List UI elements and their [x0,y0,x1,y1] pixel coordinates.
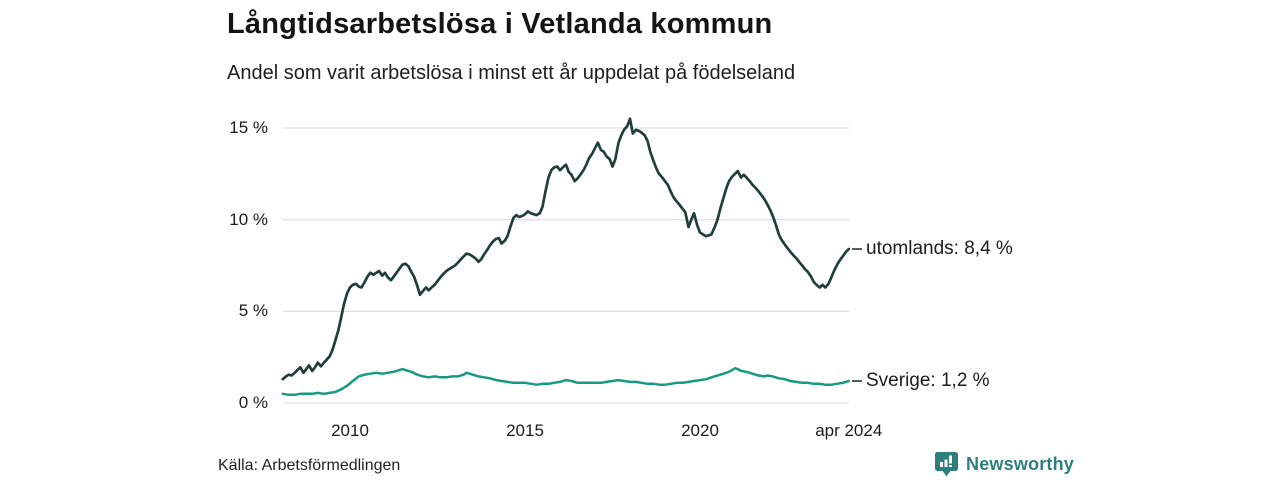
x-axis-tick-label: 2010 [331,421,369,440]
series-label-text: utomlands: 8,4 % [866,238,1013,259]
bar-chart-pin-icon [935,452,958,477]
sverige-line [281,366,851,397]
y-axis-tick-label: 5 % [238,301,268,321]
legend-dash-icon [852,248,862,250]
utomlands-line [281,117,851,381]
y-axis-tick-label: 15 % [229,118,268,137]
newsworthy-logo: Newsworthy [934,451,1074,478]
y-axis-tick-label: 10 % [229,209,268,229]
series-label-sverige: Sverige: 1,2 % [852,370,990,392]
source-credit: Källa: Arbetsförmedlingen [218,457,401,474]
x-axis-tick-label: apr 2024 [815,421,883,440]
x-axis-tick-label: 2020 [681,421,719,440]
series-label-text: Sverige: 1,2 % [866,370,990,391]
x-axis-tick-label: 2015 [506,421,544,440]
page-title: Långtidsarbetslösa i Vetlanda kommun [227,8,773,40]
legend-dash-icon [852,380,862,382]
brand-name: Newsworthy [966,454,1075,474]
series-label-utomlands: utomlands: 8,4 % [852,238,1013,260]
chart-subtitle: Andel som varit arbetslösa i minst ett å… [227,62,796,84]
y-axis-tick-label: 0 % [238,393,268,412]
